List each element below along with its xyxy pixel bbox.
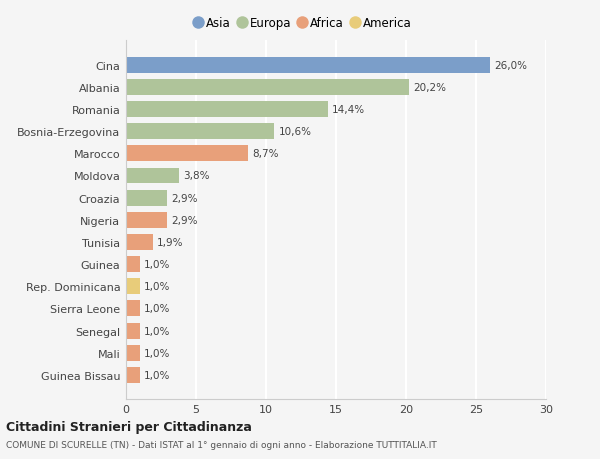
Bar [126, 257, 140, 273]
Text: 1,0%: 1,0% [144, 259, 170, 269]
Bar [126, 102, 328, 118]
Text: 2,9%: 2,9% [171, 193, 197, 203]
Text: 26,0%: 26,0% [494, 61, 527, 71]
Text: Cittadini Stranieri per Cittadinanza: Cittadini Stranieri per Cittadinanza [6, 420, 252, 433]
Bar [126, 168, 179, 184]
Bar [126, 301, 140, 317]
Text: 2,9%: 2,9% [171, 215, 197, 225]
Text: 1,0%: 1,0% [144, 282, 170, 291]
Text: 1,0%: 1,0% [144, 326, 170, 336]
Bar [126, 57, 490, 73]
Text: 10,6%: 10,6% [278, 127, 311, 137]
Bar [126, 345, 140, 361]
Text: 8,7%: 8,7% [252, 149, 278, 159]
Text: 1,9%: 1,9% [157, 237, 184, 247]
Text: COMUNE DI SCURELLE (TN) - Dati ISTAT al 1° gennaio di ogni anno - Elaborazione T: COMUNE DI SCURELLE (TN) - Dati ISTAT al … [6, 440, 437, 449]
Bar [126, 146, 248, 162]
Text: 20,2%: 20,2% [413, 83, 446, 93]
Legend: Asia, Europa, Africa, America: Asia, Europa, Africa, America [193, 17, 412, 30]
Bar [126, 124, 274, 140]
Bar [126, 367, 140, 383]
Text: 3,8%: 3,8% [184, 171, 210, 181]
Bar [126, 323, 140, 339]
Text: 1,0%: 1,0% [144, 348, 170, 358]
Bar [126, 213, 167, 228]
Bar [126, 190, 167, 206]
Bar [126, 80, 409, 95]
Bar [126, 279, 140, 295]
Text: 14,4%: 14,4% [332, 105, 365, 115]
Text: 1,0%: 1,0% [144, 304, 170, 314]
Bar [126, 235, 152, 251]
Text: 1,0%: 1,0% [144, 370, 170, 380]
